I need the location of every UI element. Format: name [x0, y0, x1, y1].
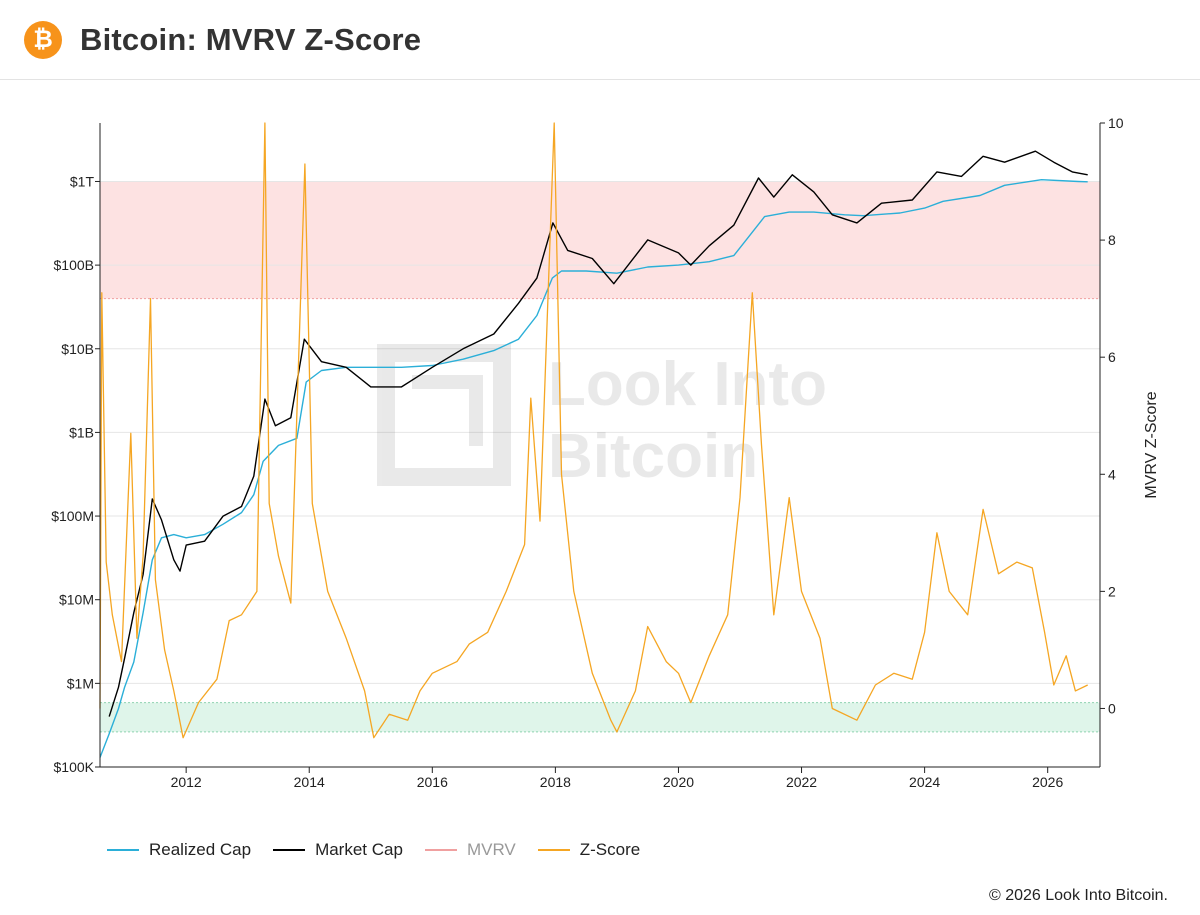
x-tick-label: 2024 — [909, 774, 940, 790]
y-left-tick-label: $1T — [70, 173, 95, 189]
legend-swatch — [424, 849, 457, 851]
legend-swatch — [273, 849, 306, 851]
watermark-line2: Bitcoin — [548, 422, 758, 491]
legend-item[interactable]: Market Cap — [273, 840, 403, 860]
watermark-logo-icon — [377, 344, 511, 486]
x-tick-label: 2018 — [540, 774, 571, 790]
series-realized-cap — [99, 179, 1088, 758]
y-left-tick-label: $100K — [54, 759, 95, 775]
page-header: ₿ Bitcoin: MVRV Z-Score — [0, 0, 1200, 80]
y-right-tick-label: 8 — [1108, 232, 1116, 248]
page-title: Bitcoin: MVRV Z-Score — [80, 21, 422, 57]
legend-item[interactable]: MVRV — [424, 840, 516, 860]
series — [99, 122, 1088, 758]
undervalued-zone — [100, 702, 1100, 732]
legend-label: Market Cap — [315, 840, 403, 859]
y-right-tick-label: 0 — [1108, 700, 1116, 716]
x-tick-label: 2020 — [663, 774, 694, 790]
y-left-tick-label: $10B — [61, 341, 94, 357]
series-z-score — [99, 122, 1088, 739]
y-right-tick-label: 4 — [1108, 466, 1116, 482]
y-right-axis-title: MVRV Z-Score — [1143, 391, 1160, 498]
legend-swatch — [537, 849, 570, 851]
axes: $100K $1M $10M $100M $1B $10B $100B $1T 0 2 4 6 8 10 2… — [51, 115, 1124, 790]
watermark: Look Into Bitcoin — [377, 344, 827, 491]
x-tick-label: 2026 — [1032, 774, 1063, 790]
mvrv-chart[interactable]: Look Into Bitcoin $100K$1M$10M$100M$1B$1… — [0, 80, 1200, 915]
bitcoin-logo-icon: ₿ — [24, 20, 62, 59]
legend-label: MVRV — [466, 840, 516, 859]
chart-legend: Realized Cap Market Cap MVRV Z-Score — [107, 840, 662, 860]
y-right-tick-label: 10 — [1108, 115, 1124, 131]
overvalued-zone — [100, 181, 1100, 299]
legend-label: Realized Cap — [149, 840, 252, 859]
y-left-tick-label: $100B — [54, 257, 94, 273]
y-left-tick-label: $1M — [67, 675, 94, 691]
copyright: © 2026 Look Into Bitcoin. — [988, 887, 1168, 904]
legend-item[interactable]: Z-Score — [537, 840, 641, 860]
y-right-tick-label: 6 — [1108, 349, 1116, 365]
series-market-cap — [108, 150, 1088, 717]
x-tick-label: 2014 — [294, 774, 325, 790]
y-left-tick-label: $1B — [69, 424, 94, 440]
watermark-line1: Look Into — [548, 350, 827, 419]
x-tick-label: 2022 — [786, 774, 817, 790]
y-left-tick-label: $100M — [51, 508, 94, 524]
x-tick-label: 2016 — [417, 774, 448, 790]
y-right-tick-label: 2 — [1108, 583, 1116, 599]
y-left-tick-label: $10M — [59, 592, 94, 608]
watermark-logo-inner-icon — [412, 375, 483, 446]
legend-label: Z-Score — [579, 840, 641, 859]
legend-item[interactable]: Realized Cap — [107, 840, 251, 860]
legend-swatch — [107, 849, 139, 851]
x-tick-label: 2012 — [171, 774, 202, 790]
